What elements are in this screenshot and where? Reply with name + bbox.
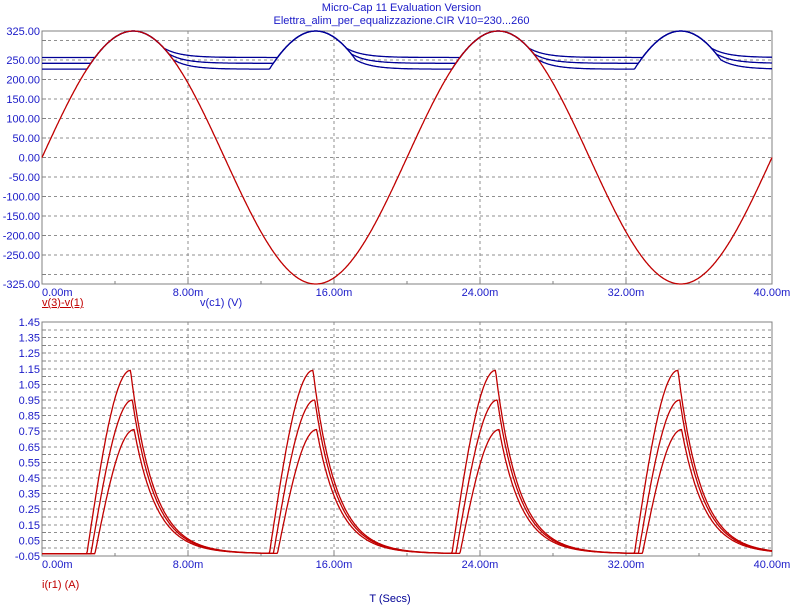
x-tick-label: 40.00m	[754, 287, 791, 299]
y-tick-label: 1.25	[19, 348, 40, 360]
x-tick-label: 8.00m	[173, 559, 204, 571]
y-tick-label: -150.00	[3, 211, 40, 223]
y-tick-label: 0.45	[19, 473, 40, 485]
x-tick-label: 16.00m	[316, 287, 353, 299]
y-tick-label: 1.45	[19, 317, 40, 329]
x-tick-label: 8.00m	[173, 287, 204, 299]
circuit-file-subtitle: Elettra_alim_per_equalizzazione.CIR V10=…	[273, 15, 530, 27]
top-plot-area[interactable]	[42, 31, 772, 284]
y-tick-label: 1.35	[19, 333, 40, 345]
y-tick-label: 0.95	[19, 395, 40, 407]
y-tick-label: -325.00	[3, 279, 40, 291]
x-axis-title: T (Secs)	[369, 593, 411, 605]
y-tick-label: 0.15	[19, 520, 40, 532]
y-tick-label: -0.05	[15, 551, 40, 563]
y-tick-label: 0.25	[19, 504, 40, 516]
y-tick-label: 250.00	[6, 55, 40, 67]
app-title: Micro-Cap 11 Evaluation Version	[321, 2, 482, 14]
y-tick-label: -200.00	[3, 230, 40, 242]
y-tick-label: 1.15	[19, 364, 40, 376]
y-tick-label: 0.35	[19, 489, 40, 501]
y-tick-label: 0.00	[19, 153, 40, 165]
bottom-plot-area[interactable]	[42, 322, 772, 556]
curve-v-3-v-1[interactable]	[41, 30, 773, 285]
y-tick-label: 0.55	[19, 457, 40, 469]
y-tick-label: 0.65	[19, 442, 40, 454]
curve-i-r1-v10-260[interactable]	[42, 428, 773, 555]
y-tick-label: -250.00	[3, 250, 40, 262]
y-tick-label: 0.85	[19, 411, 40, 423]
legend-vc1[interactable]: v(c1) (V)	[200, 297, 243, 309]
x-tick-label: 24.00m	[462, 559, 499, 571]
legend-ir1[interactable]: i(r1) (A)	[42, 579, 80, 591]
y-tick-label: 100.00	[6, 114, 40, 126]
y-tick-label: 50.00	[12, 133, 40, 145]
x-tick-label: 32.00m	[608, 287, 645, 299]
x-tick-label: 0.00m	[42, 559, 73, 571]
legend-v3-v1[interactable]: v(3)-v(1)	[42, 297, 84, 309]
x-tick-label: 24.00m	[462, 287, 499, 299]
x-tick-label: 40.00m	[754, 559, 791, 571]
y-tick-label: 1.05	[19, 379, 40, 391]
y-tick-label: 0.05	[19, 535, 40, 547]
x-tick-label: 32.00m	[608, 559, 645, 571]
y-tick-label: -100.00	[3, 191, 40, 203]
y-tick-label: 325.00	[6, 26, 40, 38]
y-tick-label: 200.00	[6, 75, 40, 87]
x-tick-label: 0.00m	[42, 287, 73, 299]
y-tick-label: 150.00	[6, 94, 40, 106]
y-tick-label: 0.75	[19, 426, 40, 438]
x-tick-label: 16.00m	[316, 559, 353, 571]
y-tick-label: -50.00	[9, 172, 40, 184]
